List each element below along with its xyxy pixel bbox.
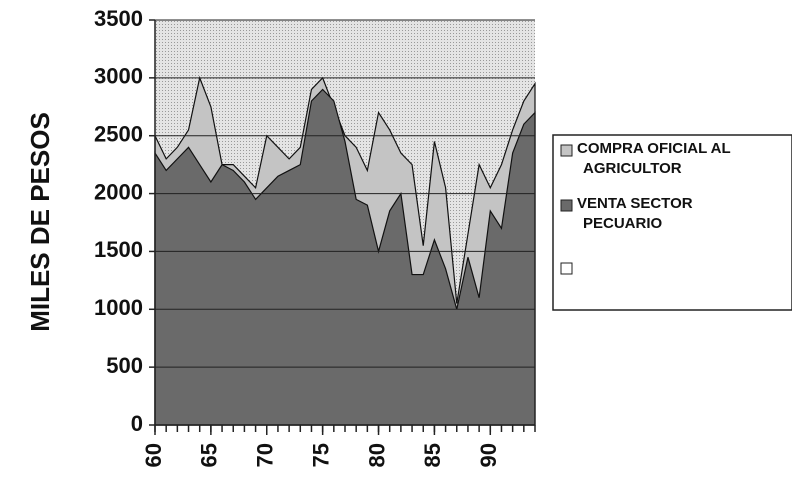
area bbox=[154, 88, 536, 426]
legend-label: COMPRA OFICIAL AL AGRICULTOR bbox=[577, 140, 731, 177]
x-tick-label: 60 bbox=[141, 443, 166, 467]
x-tick-label: 75 bbox=[308, 443, 333, 467]
x-tick-label: 70 bbox=[253, 443, 278, 467]
y-tick-label: 1000 bbox=[94, 295, 143, 320]
legend-swatch bbox=[560, 262, 573, 275]
legend-swatch bbox=[560, 144, 573, 157]
y-tick-label: 3500 bbox=[94, 6, 143, 31]
y-tick-label: 500 bbox=[106, 353, 143, 378]
legend bbox=[552, 134, 792, 311]
x-tick-label: 85 bbox=[420, 443, 445, 467]
x-tick-label: 80 bbox=[364, 443, 389, 467]
x-tick-label: 90 bbox=[476, 443, 501, 467]
legend-label: VENTA SECTOR PECUARIO bbox=[577, 195, 693, 232]
y-tick-label: 1500 bbox=[94, 237, 143, 262]
x-tick-label: 65 bbox=[197, 443, 222, 467]
legend-swatch bbox=[560, 199, 573, 212]
y-axis-label: MILES DE PESOS bbox=[25, 112, 55, 332]
y-tick-label: 0 bbox=[131, 411, 143, 436]
y-tick-label: 2000 bbox=[94, 179, 143, 204]
y-tick-label: 3000 bbox=[94, 64, 143, 89]
y-tick-label: 2500 bbox=[94, 122, 143, 147]
